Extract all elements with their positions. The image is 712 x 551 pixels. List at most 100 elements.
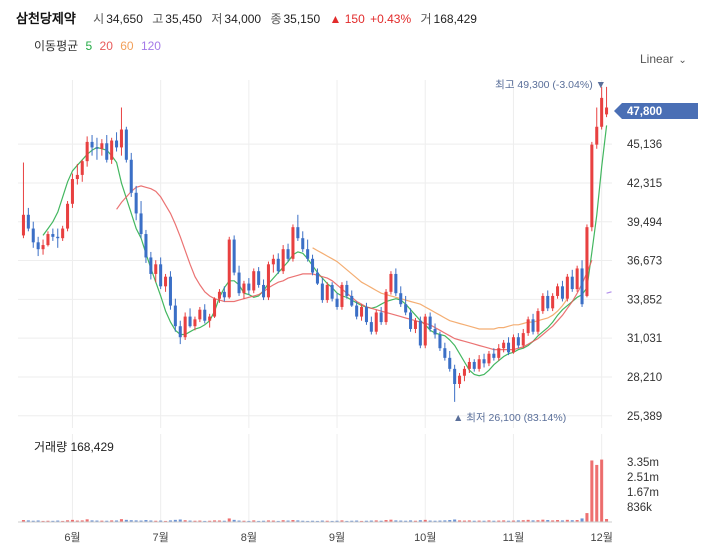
ma-line-120 [606, 291, 612, 294]
candle-body [580, 268, 584, 305]
candle-body [311, 258, 315, 273]
candle-body [178, 326, 182, 338]
candle-body [144, 234, 148, 258]
volume-bar [252, 520, 256, 522]
current-price-tag: 47,800 [614, 103, 698, 119]
candle-body [232, 239, 236, 273]
volume-panel-title: 거래량 168,429 [34, 440, 114, 454]
candle-body [409, 312, 413, 329]
candle-body [56, 236, 60, 239]
volume-bar [36, 520, 40, 522]
volume-bar [110, 520, 114, 522]
candle-body [173, 305, 177, 327]
candle-body [315, 272, 319, 284]
candle-body [85, 141, 89, 162]
volume-bar [85, 519, 89, 522]
candle-body [198, 309, 202, 320]
candle-body [115, 140, 119, 148]
chart-axes: 6월 7월 8월 9월 10월 11월 12월 25,389 28,210 31,031 33,85… [18, 139, 663, 544]
volume-bar [115, 520, 119, 522]
ma-legend-60[interactable]: 60 [120, 39, 134, 53]
candle-body [276, 258, 280, 272]
volume-bar [531, 520, 535, 522]
candle-body [242, 283, 246, 294]
volume-bar [575, 520, 579, 522]
volume-bar [492, 520, 496, 522]
candle-body [119, 129, 123, 148]
volume-bar [66, 520, 70, 522]
volume-bar [208, 520, 212, 522]
volume-bar [433, 520, 437, 522]
volume-bar [448, 520, 452, 522]
candle-body [467, 361, 471, 369]
candle-body [154, 264, 158, 274]
candle-body [482, 359, 486, 364]
candle-body [453, 368, 457, 384]
volume-bar [56, 520, 60, 522]
candle-body [281, 249, 285, 272]
y-tick-label: 45,136 [627, 139, 662, 151]
candle-body [384, 291, 388, 323]
ma-legend-5[interactable]: 5 [85, 39, 93, 53]
candle-body [600, 97, 604, 127]
volume-bar [600, 459, 604, 522]
candle-body [364, 306, 368, 323]
current-price-tag-shape [614, 103, 698, 119]
candle-body [536, 311, 540, 332]
volume-bar [46, 520, 50, 522]
candle-body [570, 276, 574, 290]
candle-body [423, 316, 427, 346]
volume-bar [511, 520, 515, 522]
candle-body [404, 304, 408, 313]
candle-body [556, 286, 560, 296]
volume-bar [262, 520, 266, 522]
x-tick-label: 7월 [153, 531, 169, 544]
volume-bar [159, 520, 163, 522]
volume-bar [413, 520, 417, 522]
x-tick-label: 11월 [503, 531, 525, 544]
volume-bar [271, 520, 275, 522]
ma-line-5 [42, 125, 608, 377]
candle-body [26, 214, 30, 229]
scale-toggle[interactable]: Linear ⌄ [640, 52, 687, 66]
stock-header: 삼천당제약 시 34,650 고 35,450 저 34,000 종 35,150 ▲ … [16, 8, 477, 27]
candle-body [320, 283, 324, 301]
max-price-annotation: 최고 49,300 (-3.04%) ▼ [495, 79, 606, 91]
volume-bar [306, 520, 310, 522]
volume-bar [222, 520, 226, 522]
candle-body [168, 276, 172, 306]
volume-bar [291, 520, 295, 522]
volume-bar [516, 520, 520, 522]
volume-bar [315, 520, 319, 522]
current-price-value: 47,800 [627, 106, 662, 118]
volume-bar [61, 520, 65, 522]
candle-body [325, 284, 329, 301]
candle-body [31, 228, 35, 243]
candle-body [41, 245, 45, 250]
volume-bar [560, 520, 564, 522]
volume-bar [399, 520, 403, 522]
ma-legend-120[interactable]: 120 [140, 39, 161, 53]
candle-body [110, 140, 114, 160]
ma-legend-20[interactable]: 20 [99, 39, 113, 53]
candle-body [301, 238, 305, 250]
candle-body [217, 291, 221, 299]
open-label: 시 [93, 12, 105, 26]
volume-bar [90, 520, 94, 522]
candle-body [222, 291, 226, 298]
volume-bar [139, 520, 143, 522]
volume-bar [325, 520, 329, 522]
volume-bar [188, 520, 192, 522]
volume-bar [105, 520, 109, 522]
volume-bar [247, 520, 251, 522]
candle-body [227, 239, 231, 298]
ma-legend-label: 이동평균 [34, 39, 79, 53]
candle-body [203, 309, 207, 321]
candle-body [389, 273, 393, 292]
volume-bar [217, 520, 221, 522]
candle-body [66, 203, 70, 229]
candle-body [595, 126, 599, 145]
volume-bar [144, 520, 148, 522]
candle-body [262, 284, 266, 298]
